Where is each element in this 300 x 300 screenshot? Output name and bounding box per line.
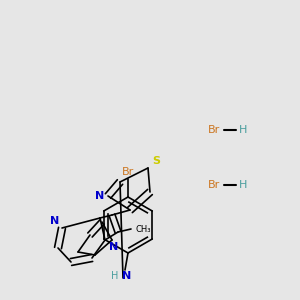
Text: Br: Br [208, 125, 220, 135]
Text: H: H [111, 271, 118, 281]
Text: N: N [109, 242, 118, 252]
Text: N: N [122, 271, 131, 281]
Text: S: S [152, 156, 160, 166]
Text: H: H [239, 125, 248, 135]
Text: N: N [95, 191, 104, 201]
Text: CH₃: CH₃ [136, 224, 152, 233]
Text: N: N [50, 216, 59, 226]
Text: H: H [239, 180, 248, 190]
Text: Br: Br [122, 167, 134, 177]
Text: Br: Br [208, 180, 220, 190]
